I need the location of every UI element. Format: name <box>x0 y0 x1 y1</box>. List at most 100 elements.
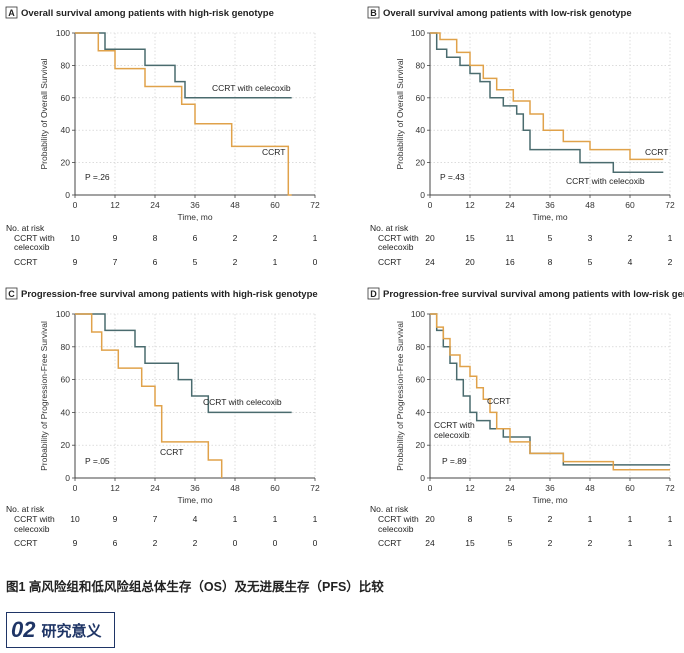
risk-value: 16 <box>505 257 515 267</box>
series-line-ccrt <box>430 313 670 471</box>
risk-row-label: celecoxib <box>14 524 50 534</box>
series-label-ccrt-celecoxib: CCRT with celecoxib <box>566 176 645 186</box>
risk-row-label: CCRT with <box>14 233 55 243</box>
risk-value: 3 <box>588 233 593 243</box>
y-tick-label: 100 <box>411 28 425 38</box>
risk-value: 20 <box>425 233 435 243</box>
y-tick-label: 20 <box>61 158 71 168</box>
x-tick-label: 36 <box>190 483 200 493</box>
y-tick-label: 0 <box>65 473 70 483</box>
km-panel-b: B Overall survival among patients with lo… <box>367 6 675 267</box>
panel-letter: A <box>8 8 15 18</box>
x-tick-label: 60 <box>270 483 280 493</box>
y-axis-label: Probability of Overall Survival <box>39 58 49 169</box>
risk-value: 1 <box>273 257 278 267</box>
panel-letter-box <box>367 287 380 300</box>
x-tick-label: 36 <box>545 483 555 493</box>
risk-value: 10 <box>70 514 80 524</box>
series-line-ccrt <box>75 313 223 478</box>
figure-caption: 图1 高风险组和低风险组总体生存（OS）及无进展生存（PFS）比较 <box>6 580 384 594</box>
risk-value: 2 <box>628 233 633 243</box>
series-label-ccrt-celecoxib: CCRT with celecoxib <box>203 397 282 407</box>
risk-value: 2 <box>588 538 593 548</box>
p-value: P =.05 <box>85 456 110 466</box>
risk-value: 0 <box>273 538 278 548</box>
x-tick-label: 24 <box>150 200 160 210</box>
series-label-ccrt: CCRT <box>262 147 285 157</box>
series-label-ccrt-celecoxib: CCRT with celecoxib <box>212 83 291 93</box>
panel-letter-box <box>5 287 18 300</box>
risk-value: 5 <box>548 233 553 243</box>
risk-value: 5 <box>193 257 198 267</box>
risk-value: 4 <box>193 514 198 524</box>
risk-value: 20 <box>425 514 435 524</box>
x-axis-label: Time, mo <box>532 212 567 222</box>
y-tick-label: 20 <box>416 440 426 450</box>
risk-value: 1 <box>628 538 633 548</box>
risk-value: 8 <box>468 514 473 524</box>
panel-letter-box <box>5 6 18 19</box>
x-axis-label: Time, mo <box>532 495 567 505</box>
x-tick-label: 72 <box>310 200 320 210</box>
y-tick-label: 60 <box>61 93 71 103</box>
p-value: P =.89 <box>442 456 467 466</box>
section-number: 02 <box>11 617 36 642</box>
risk-row-label: celecoxib <box>378 524 414 534</box>
y-tick-label: 0 <box>65 190 70 200</box>
series-line-ccrt-celecoxib <box>430 32 664 174</box>
risk-value: 0 <box>313 538 318 548</box>
km-panel-c: C Progression-free survival among patient… <box>5 287 320 548</box>
risk-value: 6 <box>153 257 158 267</box>
risk-row-label: CCRT with <box>378 514 419 524</box>
section-heading: 02 研究意义 <box>6 612 115 648</box>
y-tick-label: 100 <box>56 309 70 319</box>
y-tick-label: 80 <box>61 60 71 70</box>
risk-value: 15 <box>465 233 475 243</box>
risk-row-label: CCRT with <box>14 514 55 524</box>
risk-value: 5 <box>508 538 513 548</box>
risk-value: 7 <box>113 257 118 267</box>
panel-letter: C <box>8 289 15 299</box>
risk-table-header: No. at risk <box>370 504 409 514</box>
series-label-part: celecoxib <box>434 430 470 440</box>
x-tick-label: 48 <box>585 200 595 210</box>
risk-row-label: CCRT <box>378 538 401 548</box>
risk-value: 0 <box>313 257 318 267</box>
x-tick-label: 72 <box>665 483 675 493</box>
risk-value: 1 <box>588 514 593 524</box>
risk-value: 9 <box>73 257 78 267</box>
y-tick-label: 80 <box>416 60 426 70</box>
x-tick-label: 48 <box>230 200 240 210</box>
km-panel-a: A Overall survival among patients with hi… <box>5 6 320 267</box>
risk-value: 8 <box>153 233 158 243</box>
risk-value: 2 <box>153 538 158 548</box>
panel-title: Progression-free survival survival among… <box>383 289 684 300</box>
risk-value: 9 <box>113 233 118 243</box>
km-panel-d: D Progression-free survival survival amon… <box>367 287 684 548</box>
series-label-ccrt: CCRT <box>645 147 668 157</box>
risk-value: 2 <box>233 233 238 243</box>
risk-value: 1 <box>668 514 673 524</box>
section-title: 研究意义 <box>41 622 102 640</box>
risk-row-label: CCRT <box>378 257 401 267</box>
risk-value: 2 <box>668 257 673 267</box>
panel-letter: B <box>370 8 377 18</box>
y-tick-label: 0 <box>420 473 425 483</box>
y-tick-label: 80 <box>61 342 71 352</box>
panel-title: Overall survival among patients with hig… <box>21 8 274 19</box>
risk-value: 20 <box>465 257 475 267</box>
p-value: P =.43 <box>440 172 465 182</box>
risk-table-header: No. at risk <box>370 223 409 233</box>
risk-value: 6 <box>113 538 118 548</box>
risk-value: 9 <box>73 538 78 548</box>
panel-letter: D <box>370 289 377 299</box>
series-line-ccrt-celecoxib <box>430 313 670 466</box>
risk-value: 2 <box>548 538 553 548</box>
series-label-ccrt: CCRT <box>160 447 183 457</box>
risk-value: 1 <box>233 514 238 524</box>
x-axis-label: Time, mo <box>177 495 212 505</box>
risk-table-header: No. at risk <box>6 223 45 233</box>
y-axis-label: Probability of Overall Survival <box>395 58 405 169</box>
y-tick-label: 80 <box>416 342 426 352</box>
x-tick-label: 36 <box>190 200 200 210</box>
